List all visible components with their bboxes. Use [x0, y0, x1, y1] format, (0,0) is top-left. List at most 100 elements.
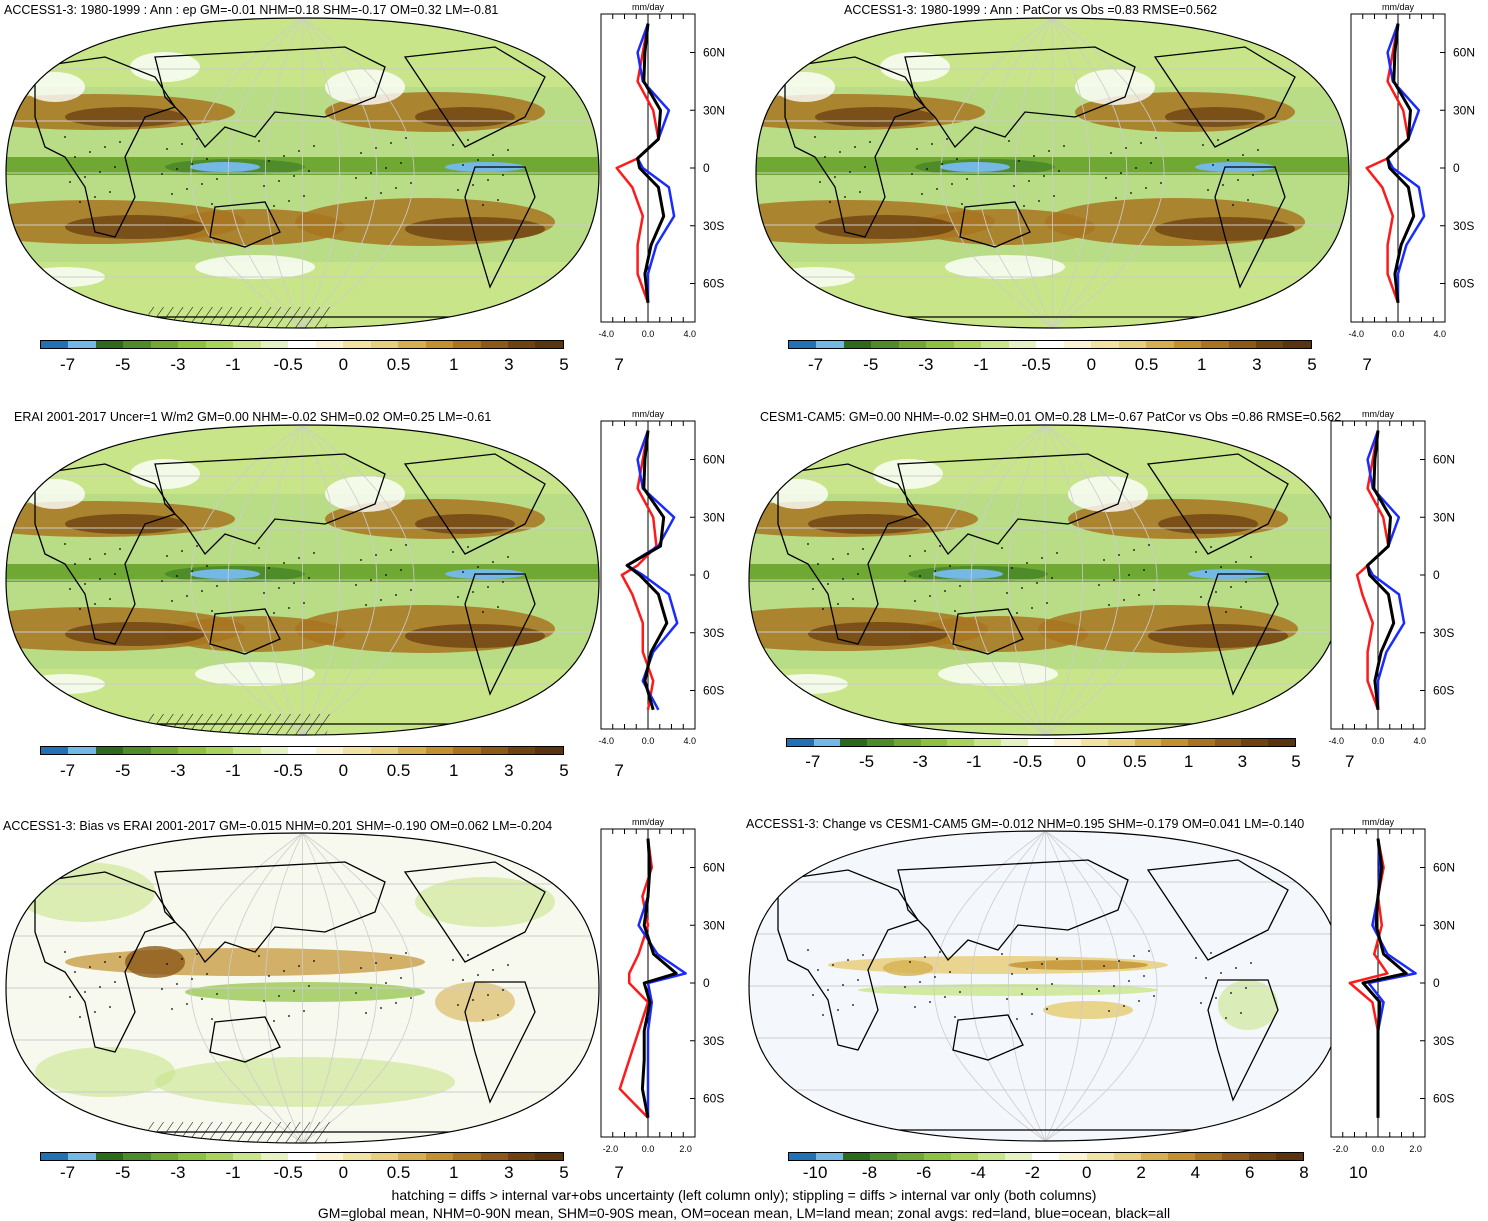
- colorbar-swatch: [1255, 341, 1284, 348]
- colorbar-tick-label: 3: [504, 355, 514, 374]
- colorbar-tick-label: -7: [60, 761, 76, 780]
- colorbar-swatch: [233, 1153, 261, 1160]
- colorbar-swatch: [843, 1153, 871, 1160]
- colorbar-swatch: [870, 1153, 898, 1160]
- footer-line-1: hatching = diffs > internal var+obs unce…: [391, 1187, 1097, 1203]
- colorbar-swatch: [343, 747, 371, 754]
- colorbar-tick-label: -5: [863, 355, 879, 374]
- colorbar-swatch: [68, 341, 96, 348]
- lat-tick-label: 0: [1433, 976, 1440, 990]
- lat-tick-label: 60S: [703, 684, 724, 698]
- zonal-series-all: [1366, 430, 1396, 710]
- colorbar-swatch: [95, 341, 124, 348]
- colorbar-tick-label: 4: [1190, 1163, 1201, 1182]
- lat-tick-label: 30S: [1433, 626, 1454, 640]
- colorbar-swatch: [315, 341, 344, 348]
- colorbar-tick-label: 5: [1291, 752, 1301, 771]
- colorbar-tick-label: 1: [448, 1163, 459, 1182]
- lat-tick-label: 60N: [703, 861, 725, 875]
- panel-title: ACCESS1-3: 1980-1999 : Ann : PatCor vs O…: [844, 3, 1218, 17]
- colorbar-swatch: [535, 1153, 563, 1160]
- x-tick-label: 0.0: [642, 329, 655, 339]
- colorbar-swatch: [1241, 739, 1269, 746]
- colorbar-swatch: [370, 747, 399, 754]
- lat-tick-label: 60S: [703, 277, 724, 291]
- colorbar-tick-label: -1: [973, 355, 989, 374]
- x-tick-label: 4.0: [1414, 736, 1427, 746]
- colorbar-swatch: [260, 341, 289, 348]
- zonal-series-land: [1355, 430, 1390, 711]
- colorbar-swatch: [41, 747, 69, 754]
- colorbar-tick-label: 3: [1237, 752, 1248, 771]
- colorbar-tick-label: -8: [861, 1163, 878, 1182]
- x-tick-label: 0.0: [642, 736, 655, 746]
- map: [755, 17, 1350, 329]
- colorbar-swatch: [535, 747, 563, 754]
- panel-title: ACCESS1-3: Change vs CESM1-CAM5 GM=-0.01…: [746, 817, 1305, 831]
- lat-tick-label: 30S: [703, 219, 724, 233]
- lat-tick-label: 60S: [1433, 1092, 1454, 1106]
- colorbar-swatch: [205, 1153, 234, 1160]
- colorbar-tick-label: -5: [115, 355, 131, 374]
- colorbar-swatch: [41, 341, 69, 348]
- colorbar-swatch: [1000, 739, 1028, 746]
- colorbar-swatch: [1005, 1153, 1033, 1160]
- x-tick-label: -4.0: [598, 329, 614, 339]
- colorbar-swatch: [789, 1153, 817, 1160]
- colorbar-swatch: [789, 341, 817, 348]
- colorbar-tick-label: 0: [338, 1163, 349, 1182]
- colorbar-tick-label: -3: [170, 355, 186, 374]
- colorbar-swatch: [343, 341, 371, 348]
- colorbar-tick-label: -5: [115, 761, 131, 780]
- colorbar-tick-label: 3: [1252, 355, 1262, 374]
- colorbar-tick-label: -1: [225, 1163, 241, 1182]
- colorbar-swatch: [370, 1153, 399, 1160]
- x-tick-label: 0.0: [1372, 1144, 1385, 1154]
- zonal-unit-label: mm/day: [1382, 2, 1415, 12]
- panel-title: CESM1-CAM5: GM=0.00 NHM=-0.02 SHM=0.01 O…: [760, 410, 1342, 424]
- colorbar-tick-label: 0: [338, 355, 349, 374]
- colorbar-tick-label: 7: [614, 761, 624, 780]
- colorbar-swatch: [288, 341, 316, 348]
- zonal-series-ocean: [1386, 23, 1426, 303]
- colorbar: [786, 738, 1296, 747]
- colorbar-tick-label: -6: [916, 1163, 932, 1182]
- colorbar-tick-label: 1: [1183, 752, 1194, 771]
- colorbar-tick-label: -7: [60, 355, 76, 374]
- colorbar: [40, 746, 564, 755]
- colorbar-swatch: [95, 1153, 124, 1160]
- colorbar-swatch: [398, 341, 426, 348]
- colorbar-tick-label: -3: [912, 752, 928, 771]
- colorbar-tick-label: 7: [614, 355, 624, 374]
- zonal-series-ocean: [636, 23, 676, 303]
- colorbar-swatch: [1161, 739, 1189, 746]
- map: [748, 424, 1343, 736]
- colorbar-tick-label: -0.5: [273, 355, 303, 374]
- zonal-avg-plot: mm/day 60N 30N 0 30S 60S -4.0 0.0 4.0: [598, 409, 725, 746]
- colorbar-tick-label: -7: [808, 355, 824, 374]
- colorbar-swatch: [95, 747, 124, 754]
- colorbar-swatch: [343, 1153, 371, 1160]
- colorbar-tick-label: -1: [225, 355, 241, 374]
- colorbar-tick-label: 3: [504, 1163, 514, 1182]
- footer-line-2: GM=global mean, NHM=0-90N mean, SHM=0-90…: [317, 1205, 1171, 1221]
- map: [5, 832, 600, 1144]
- colorbar-tick-label: -3: [170, 1163, 186, 1182]
- colorbar-swatch: [1228, 341, 1256, 348]
- colorbar-swatch: [507, 1153, 536, 1160]
- colorbar-swatch: [898, 341, 927, 348]
- colorbar-tick-label: -0.5: [1021, 355, 1051, 374]
- colorbar-swatch: [1091, 341, 1119, 348]
- colorbar-tick-label: 3: [504, 761, 514, 780]
- x-tick-label: 4.0: [684, 329, 697, 339]
- panel-title: ACCESS1-3: Bias vs ERAI 2001-2017 GM=-0.…: [3, 819, 553, 833]
- colorbar-swatch: [480, 341, 508, 348]
- colorbar-tick-label: 5: [1307, 355, 1317, 374]
- colorbar-swatch: [1081, 739, 1108, 746]
- colorbar-tick-label: -0.5: [273, 1163, 303, 1182]
- colorbar-tick-label: 7: [1362, 355, 1372, 374]
- colorbar-swatch: [68, 1153, 96, 1160]
- colorbar-tick-label: 0.5: [386, 761, 411, 780]
- colorbar-swatch: [150, 341, 179, 348]
- x-tick-label: 4.0: [1434, 329, 1447, 339]
